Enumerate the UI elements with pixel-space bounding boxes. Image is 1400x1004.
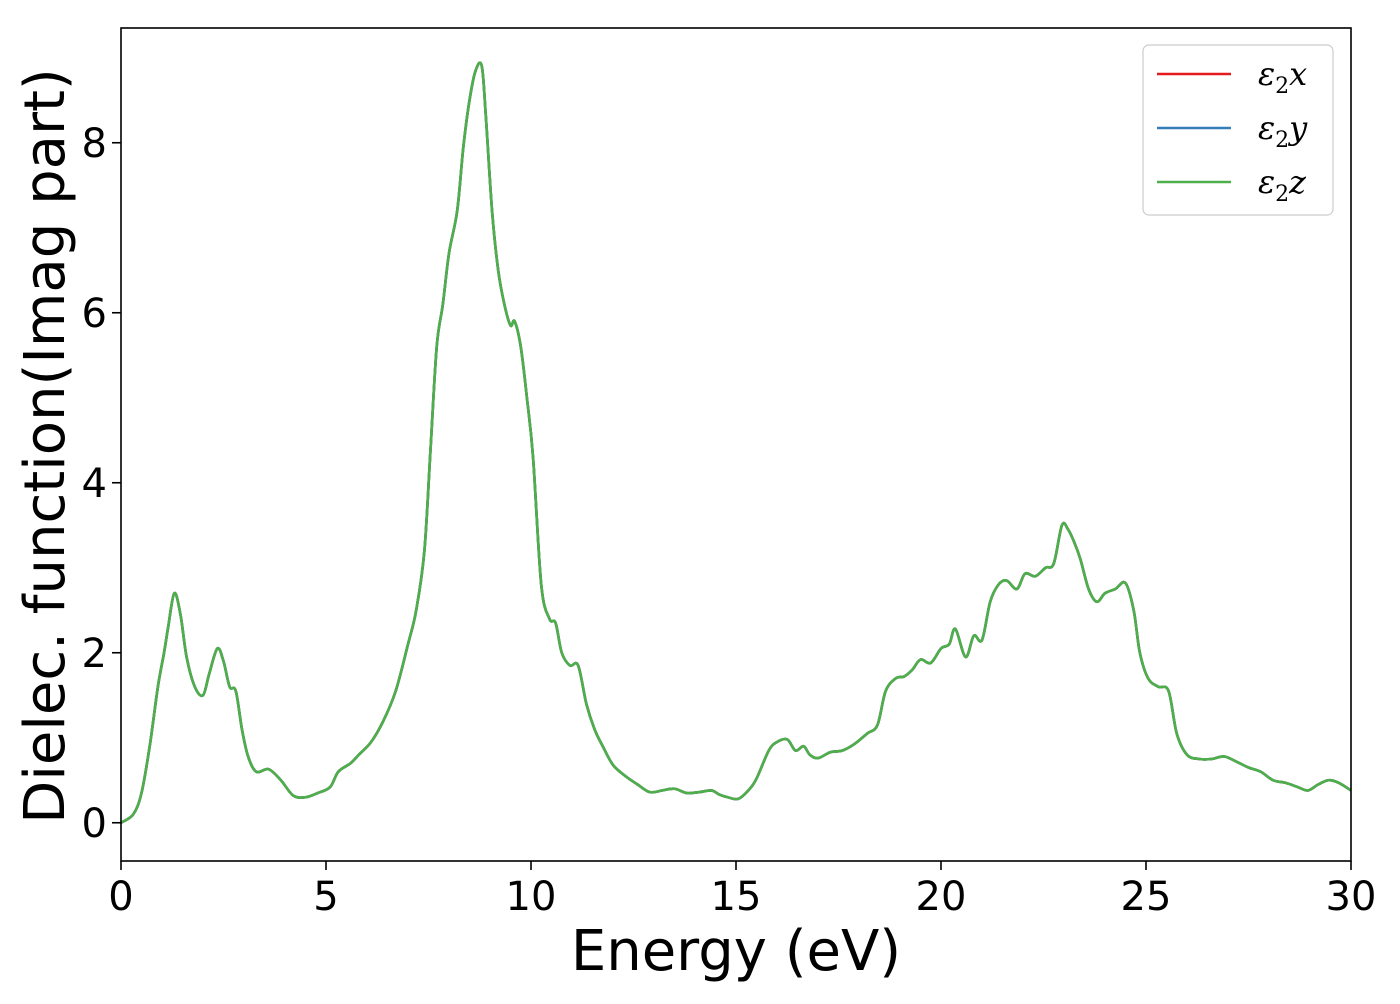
x-tick-label: 15 bbox=[711, 874, 762, 920]
y-tick-label: 8 bbox=[82, 121, 107, 167]
legend-items: ε2x ε2y ε2z bbox=[1157, 55, 1308, 207]
x-tick-label: 10 bbox=[506, 874, 557, 920]
legend-label-x: ε2x bbox=[1258, 55, 1307, 99]
y-tick-label: 2 bbox=[82, 631, 107, 677]
x-tick-label: 20 bbox=[916, 874, 967, 920]
y-tick-label: 4 bbox=[82, 461, 107, 507]
x-tick-label: 30 bbox=[1326, 874, 1377, 920]
legend-label-z: ε2z bbox=[1258, 163, 1307, 207]
legend: ε2x ε2y ε2z bbox=[1142, 44, 1334, 216]
series-layer bbox=[121, 61, 1351, 825]
legend-label-y: ε2y bbox=[1258, 109, 1308, 153]
x-tick-label: 5 bbox=[313, 874, 338, 920]
y-axis: 0 2 4 6 8 bbox=[82, 121, 121, 847]
x-axis: 0 5 10 15 20 25 30 bbox=[108, 861, 1376, 920]
y-tick-label: 0 bbox=[82, 801, 107, 847]
legend-box bbox=[1142, 44, 1334, 216]
y-tick-label: 6 bbox=[82, 291, 107, 337]
series-line-z bbox=[121, 61, 1351, 825]
y-axis-label: Dielec. function(Imag part) bbox=[13, 68, 78, 824]
x-tick-label: 0 bbox=[108, 874, 133, 920]
x-tick-label: 25 bbox=[1121, 874, 1172, 920]
x-axis-label: Energy (eV) bbox=[571, 919, 901, 984]
